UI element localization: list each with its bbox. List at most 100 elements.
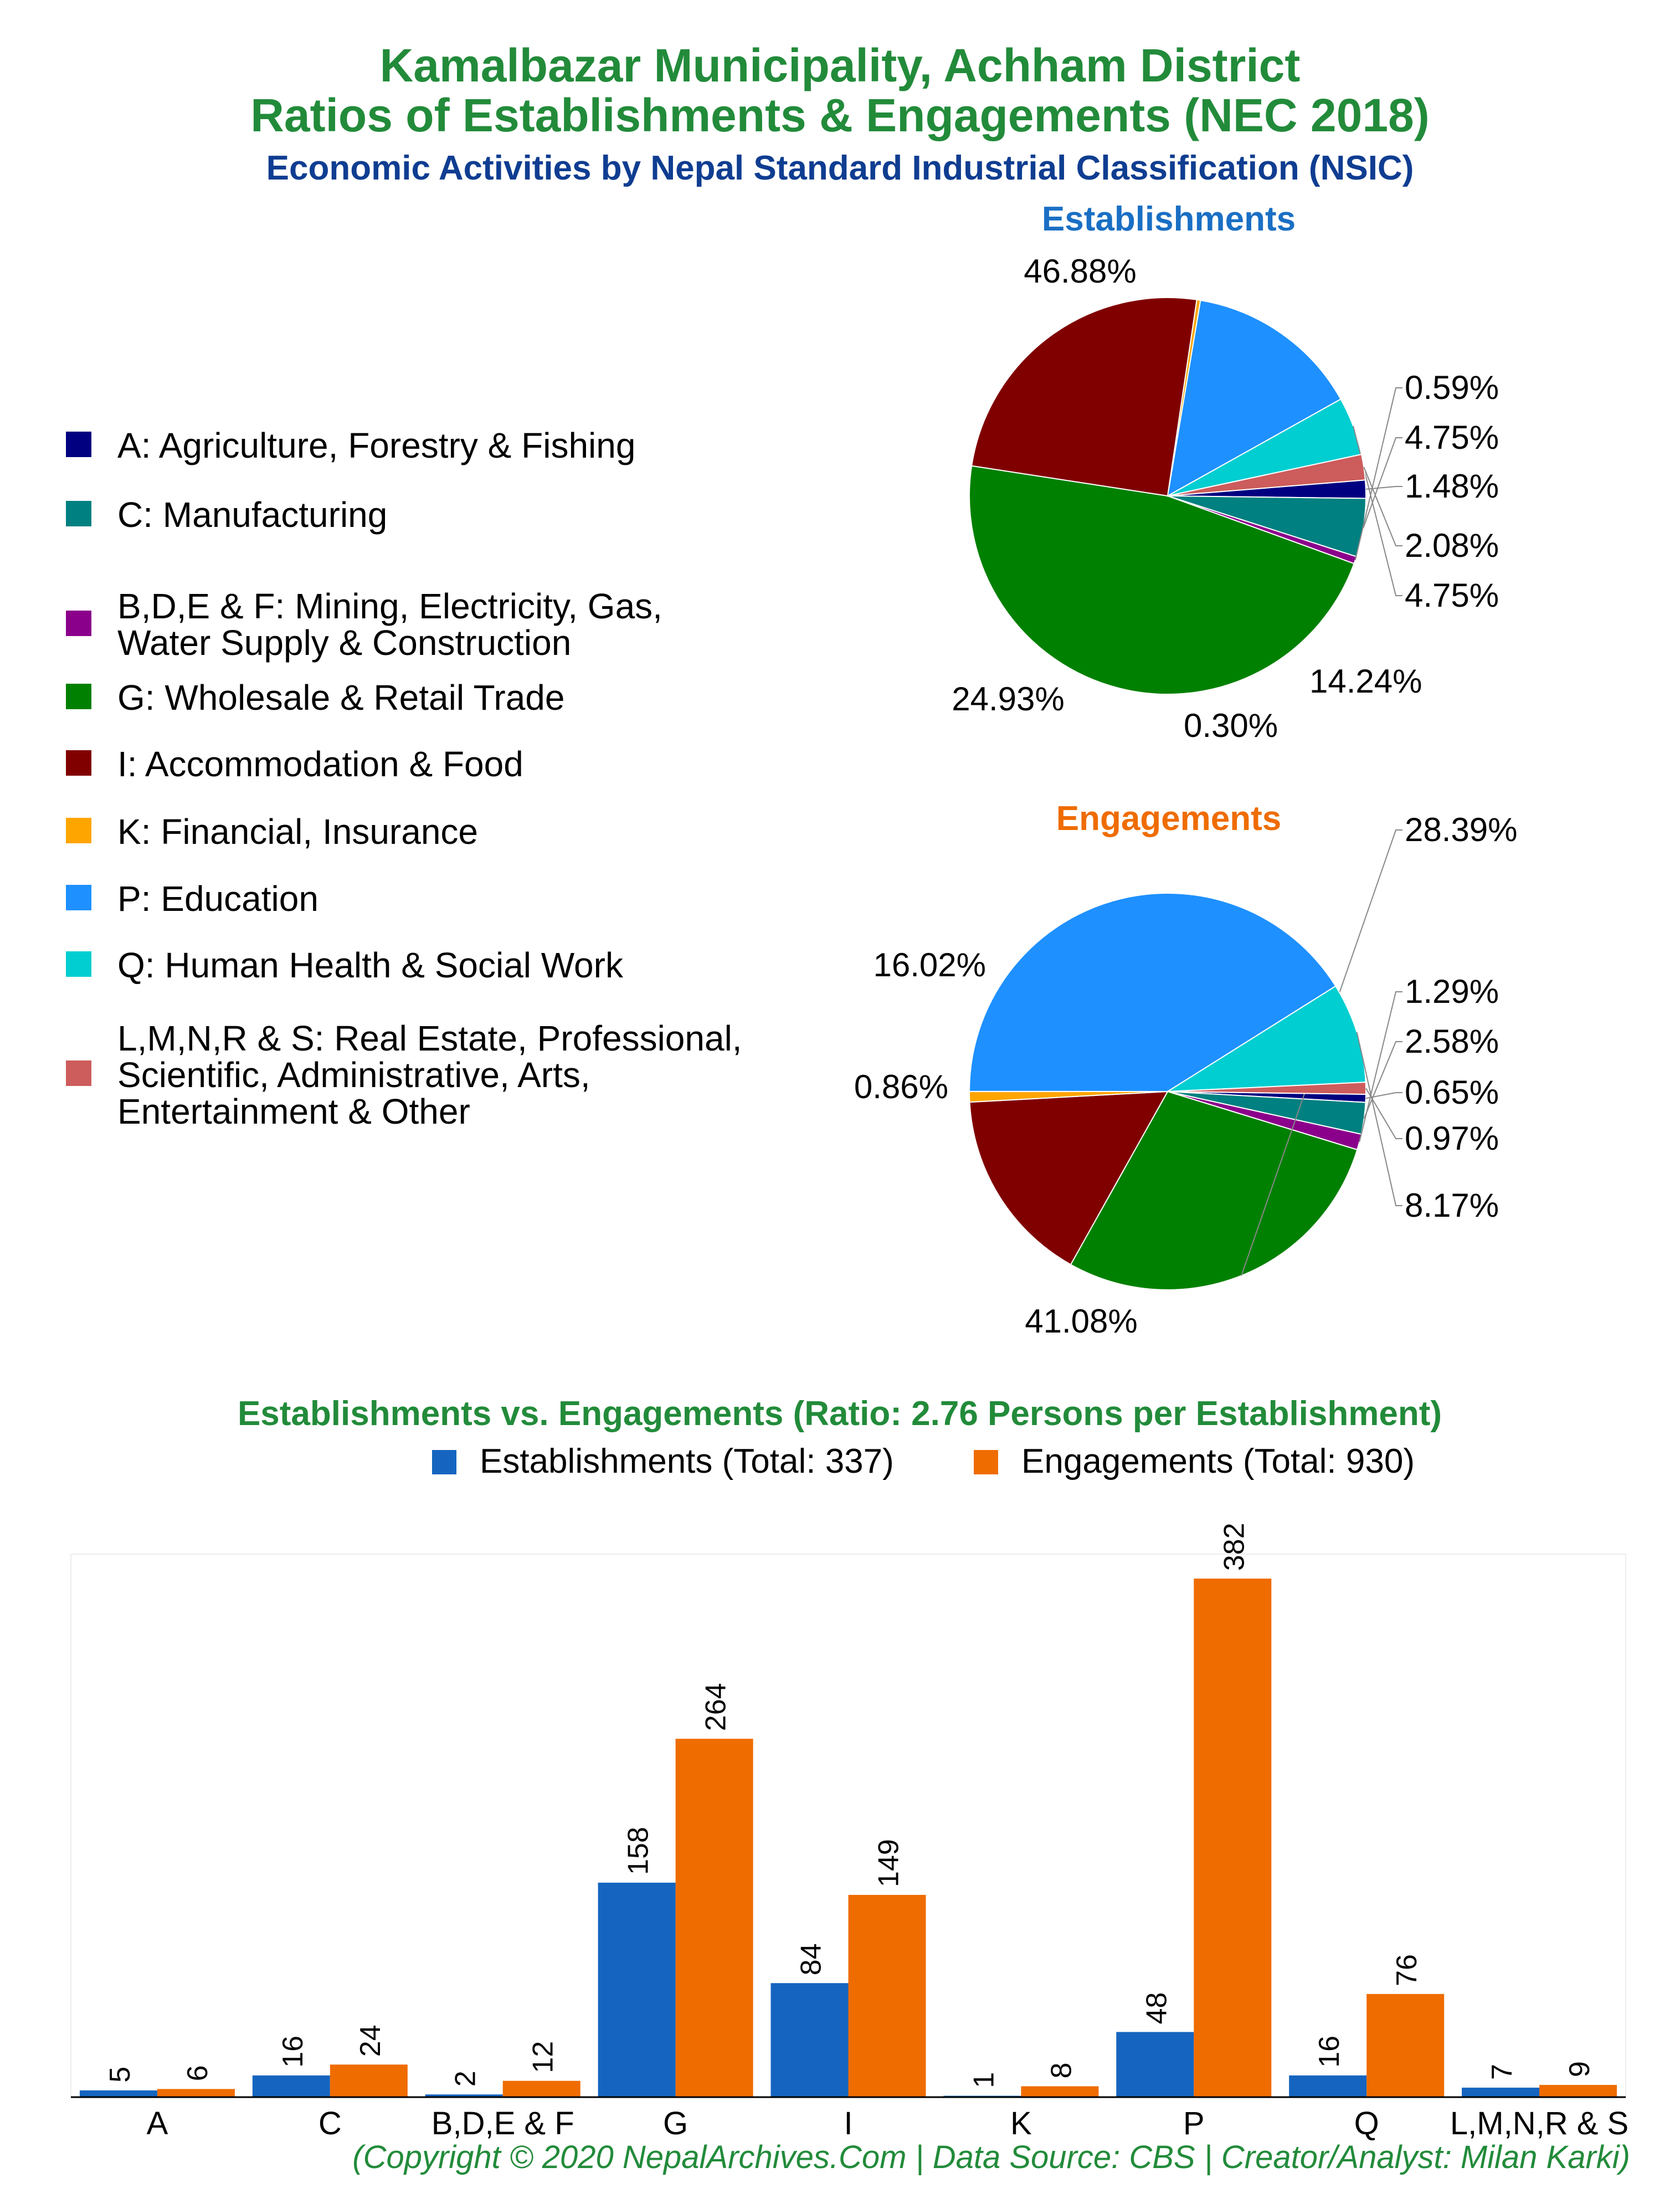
pie-label-lmnrs: 2.08% <box>1405 527 1499 564</box>
bar-engagements <box>1539 2084 1617 2097</box>
copyright-footer: (Copyright © 2020 NepalArchives.Com | Da… <box>352 2139 1630 2175</box>
bar-establishments <box>252 2075 330 2097</box>
establishments-pie: 1.48% 4.75% 0.59% 46.88% 24.93% 0.30% 14.24% 4.… <box>952 253 1499 744</box>
bar-value-label: 158 <box>623 1827 655 1875</box>
legend-label: Entertainment & Other <box>117 1092 470 1131</box>
legend-label: Water Supply & Construction <box>117 623 572 663</box>
legend-swatch <box>66 1060 91 1086</box>
bar-value-label: 9 <box>1564 2061 1596 2077</box>
legend-label-establishments: Establishments (Total: 337) <box>480 1442 894 1480</box>
x-tick-label: Q <box>1354 2105 1379 2141</box>
engagements-pie-title: Engagements <box>1056 800 1282 838</box>
legend-label: K: Financial, Insurance <box>117 812 478 852</box>
bar-engagements <box>675 1739 753 2097</box>
pie-leader-line <box>1353 426 1402 596</box>
pie-slice-i <box>969 1090 1169 1265</box>
bar-value-label: 2 <box>450 2071 482 2087</box>
legend-label: A: Agriculture, Forestry & Fishing <box>117 426 636 465</box>
legend-swatch <box>66 684 91 709</box>
bar-engagements <box>1194 1579 1272 2097</box>
legend-swatch-establishments <box>432 1450 456 1474</box>
pie-leader-line <box>1365 1088 1402 1139</box>
bar-value-label: 16 <box>1313 2036 1345 2068</box>
legend-label: I: Accommodation & Food <box>117 744 523 784</box>
x-tick-label: C <box>318 2105 342 2141</box>
bar-value-label: 1 <box>968 2072 1000 2088</box>
x-tick-label: G <box>663 2105 688 2141</box>
legend-label: Scientific, Administrative, Arts, <box>117 1055 590 1095</box>
bar-value-label: 8 <box>1045 2062 1077 2078</box>
x-tick-label: A <box>147 2105 168 2141</box>
x-tick-label: L,M,N,R & S <box>1450 2105 1628 2141</box>
x-tick-label: B,D,E & F <box>431 2105 574 2141</box>
establishments-pie-title: Establishments <box>1041 200 1296 238</box>
bar-establishments <box>770 1983 849 2097</box>
bar-value-label: 382 <box>1218 1523 1250 1571</box>
pie-slice-i <box>970 297 1198 497</box>
bar-establishments <box>1116 2032 1194 2097</box>
bar-establishments <box>1289 2075 1367 2097</box>
bar-engagements <box>1021 2086 1099 2097</box>
legend-swatch <box>66 501 91 526</box>
bar-value-label: 48 <box>1140 1992 1173 2025</box>
legend-swatch <box>66 432 91 457</box>
pie-leader-line <box>1363 467 1402 546</box>
bar-value-label: 7 <box>1486 2064 1518 2080</box>
pie-slice-p <box>1167 299 1342 497</box>
bar-establishments <box>79 2090 157 2097</box>
bar-value-label: 76 <box>1391 1954 1423 1986</box>
pie-label-k: 0.30% <box>1184 707 1278 744</box>
bar-value-label: 5 <box>104 2067 136 2083</box>
pie-label-q: 8.17% <box>1405 1187 1499 1224</box>
pie-label-q: 4.75% <box>1405 577 1499 614</box>
legend-swatch <box>66 611 91 636</box>
pie-leader-line <box>1359 991 1402 1142</box>
bar-establishments <box>1462 2087 1540 2097</box>
legend-label: L,M,N,R & S: Real Estate, Professional, <box>117 1018 742 1058</box>
legend-swatch <box>66 951 91 977</box>
pie-label-g: 28.39% <box>1405 811 1518 848</box>
legend-label: B,D,E & F: Mining, Electricity, Gas, <box>117 586 662 626</box>
bar-value-label: 149 <box>873 1839 905 1887</box>
pie-label-lmnrs: 0.97% <box>1405 1120 1499 1157</box>
bar-value-label: 264 <box>700 1683 732 1731</box>
bar-value-label: 16 <box>277 2036 309 2068</box>
legend-label: C: Manufacturing <box>117 495 388 535</box>
pie-slice-p <box>968 893 1337 1093</box>
bar-chart-title: Establishments vs. Engagements (Ratio: 2… <box>238 1395 1442 1433</box>
pie-label-bdef: 1.29% <box>1405 973 1499 1010</box>
pie-label-bdef: 0.59% <box>1405 369 1499 406</box>
chart-title-line1: Kamalbazar Municipality, Achham District <box>379 39 1301 91</box>
legend-swatch-engagements <box>974 1450 998 1474</box>
bar-engagements <box>502 2081 580 2097</box>
bar-chart: Establishments vs. Engagements (Ratio: 2… <box>70 1395 1628 2141</box>
x-tick-label: K <box>1010 2105 1032 2141</box>
bar-value-label: 84 <box>795 1943 828 1975</box>
legend-swatch <box>66 885 91 910</box>
pie-label-a: 1.48% <box>1405 468 1499 505</box>
legend-swatch <box>66 750 91 776</box>
pie-leader-line <box>1365 486 1402 490</box>
legend-label: G: Wholesale & Retail Trade <box>117 678 565 718</box>
bar-establishments <box>425 2094 503 2097</box>
engagements-pie: 0.65% 2.58% 1.29% 28.39% 16.02% 0.86% 41.08% 8.… <box>854 811 1518 1340</box>
pie-leader-line <box>1354 387 1402 561</box>
legend-label: P: Education <box>117 879 318 919</box>
pie-label-c: 2.58% <box>1405 1023 1499 1060</box>
bar-engagements <box>848 1894 926 2097</box>
legend-swatch <box>66 818 91 843</box>
pie-label-i: 16.02% <box>874 946 987 983</box>
pie-leader-line <box>1356 1032 1402 1206</box>
bar-engagements <box>157 2089 235 2097</box>
legend-label: Q: Human Health & Social Work <box>117 945 623 985</box>
pie-label-g: 46.88% <box>1024 253 1137 290</box>
pie-label-p: 41.08% <box>1025 1303 1138 1340</box>
pie-label-k: 0.86% <box>854 1068 948 1105</box>
legend-label-engagements: Engagements (Total: 930) <box>1021 1442 1415 1480</box>
pie-leader-line <box>1365 1092 1402 1099</box>
x-tick-label: P <box>1183 2105 1205 2141</box>
bar-value-label: 24 <box>355 2025 387 2057</box>
pie-label-i: 24.93% <box>952 680 1065 718</box>
bar-engagements <box>330 2064 408 2097</box>
